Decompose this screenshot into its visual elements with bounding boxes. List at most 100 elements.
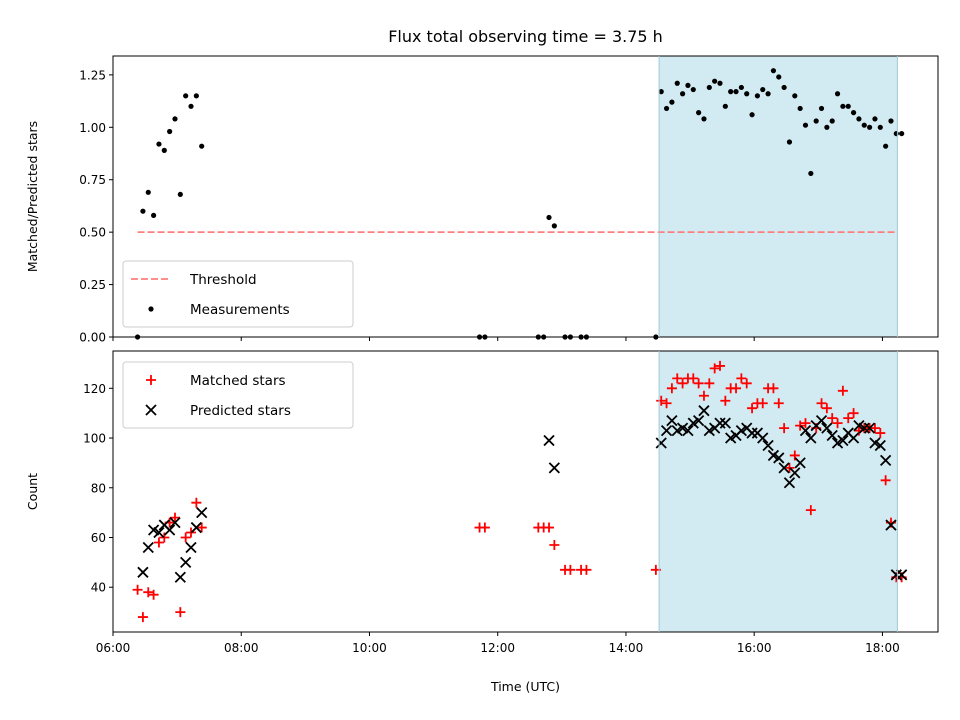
measurement-point — [834, 91, 841, 97]
y-tick-label: 40 — [91, 581, 106, 595]
matched-stars-point — [132, 584, 143, 595]
predicted-stars-point — [783, 477, 796, 489]
top-panel-y-ticks: 0.00 0.25 0.50 0.75 1.00 1.25 — [79, 68, 113, 345]
matched-stars-point — [565, 564, 576, 575]
predicted-stars-point — [805, 432, 817, 444]
matched-stars-point — [736, 373, 747, 384]
measurement-point — [883, 143, 889, 149]
predicted-stars-point — [142, 541, 154, 554]
measurement-point — [893, 130, 899, 137]
matched-stars-point — [709, 363, 720, 374]
y-tick-label: 1.00 — [79, 121, 106, 135]
y-tick-label: 120 — [83, 382, 106, 396]
y-tick-label: 0.75 — [79, 173, 106, 187]
matched-stars-point — [180, 532, 191, 543]
matched-stars-point — [196, 522, 207, 533]
matched-stars-point — [779, 423, 790, 434]
predicted-stars-point — [858, 422, 870, 434]
matched-stars-point — [714, 360, 725, 371]
matched-stars-point — [191, 497, 202, 508]
predicted-stars-point — [180, 556, 192, 569]
top-panel-x-ticks — [112, 337, 883, 341]
measurement-point — [899, 130, 905, 137]
predicted-stars-point — [874, 439, 886, 452]
y-tick-label: 80 — [91, 481, 106, 495]
measurement-point — [701, 116, 707, 122]
measurement-point — [733, 89, 739, 95]
matched-stars-point — [747, 403, 758, 414]
matched-stars-point — [672, 373, 683, 384]
matched-stars-point — [795, 420, 806, 431]
legend-measurements-swatch — [148, 306, 154, 312]
measurement-point — [744, 91, 750, 97]
predicted-stars-point — [543, 434, 555, 447]
legend-label: Matched stars — [190, 373, 286, 389]
measurement-point — [156, 141, 162, 147]
measurement-point — [706, 84, 712, 91]
bottom-panel-legend: Matched stars Predicted stars — [122, 361, 354, 429]
x-tick-label: 06:00 — [96, 641, 131, 655]
measurement-point — [199, 143, 205, 149]
y-tick-label: 0.25 — [79, 278, 106, 292]
matched-stars-point — [479, 522, 490, 533]
bottom-panel-x-ticks: 06:00 08:00 10:00 12:00 14:00 16:00 18:00 — [96, 632, 900, 655]
measurement-point — [867, 124, 873, 130]
x-tick-label: 12:00 — [480, 641, 515, 655]
measurement-point — [797, 105, 803, 112]
measurement-point — [845, 103, 851, 109]
predicted-stars-point — [682, 424, 694, 437]
predicted-stars-point — [890, 569, 902, 581]
legend-label: Threshold — [189, 272, 257, 288]
predicted-stars-point — [655, 437, 667, 449]
observing-window-shade-top — [659, 56, 898, 337]
measurement-point — [765, 91, 771, 97]
predicted-stars-point — [847, 432, 860, 444]
measurement-point — [781, 84, 787, 91]
bottom-panel-y-ticks: 40 60 80 100 120 — [83, 382, 113, 595]
measurement-point — [679, 91, 686, 97]
top-panel-legend: Threshold Measurements — [122, 260, 354, 328]
matched-stars-point — [837, 385, 848, 396]
measurement-point — [792, 93, 798, 99]
measurement-point — [850, 110, 857, 116]
measurement-point — [717, 80, 723, 86]
measurement-point — [856, 116, 862, 122]
measurement-point — [658, 89, 664, 95]
matched-stars-point — [805, 505, 816, 516]
matched-stars-point — [666, 383, 677, 394]
measurement-point — [712, 78, 718, 84]
y-tick-label: 60 — [91, 531, 106, 545]
predicted-stars-point — [153, 526, 165, 539]
x-tick-label: 10:00 — [352, 641, 387, 655]
x-tick-label: 18:00 — [865, 641, 900, 655]
matched-stars-point — [148, 589, 159, 600]
matched-stars-point — [720, 395, 731, 406]
measurement-point — [193, 93, 199, 99]
measurement-point — [808, 170, 814, 177]
matched-stars-point — [544, 522, 555, 533]
matched-stars-point — [832, 418, 843, 429]
matched-stars-point — [581, 564, 592, 575]
bottom-panel-frame — [112, 350, 939, 633]
matched-stars-point — [741, 378, 752, 389]
matched-stars-point — [875, 428, 886, 439]
predicted-stars-point — [794, 457, 806, 469]
bottom-panel: 40 60 80 100 120 06:00 08:00 10:00 12:00 14:00 16… — [25, 350, 939, 694]
measurement-point — [829, 118, 835, 124]
x-tick-label: 16:00 — [737, 641, 772, 655]
measurement-point — [738, 84, 744, 91]
matched-stars-point — [704, 378, 715, 389]
predicted-stars-point — [879, 454, 892, 467]
measurement-point — [786, 139, 793, 145]
y-tick-label: 0.50 — [79, 226, 106, 240]
bottom-panel-series — [132, 360, 908, 623]
measurement-point — [728, 89, 734, 95]
measurement-point — [151, 212, 157, 218]
predicted-stars-point — [548, 462, 560, 474]
matched-stars-point — [688, 373, 699, 384]
matched-stars-point — [153, 537, 164, 548]
measurement-point — [167, 128, 173, 135]
measurement-point — [824, 124, 830, 130]
measurement-point — [674, 80, 680, 86]
